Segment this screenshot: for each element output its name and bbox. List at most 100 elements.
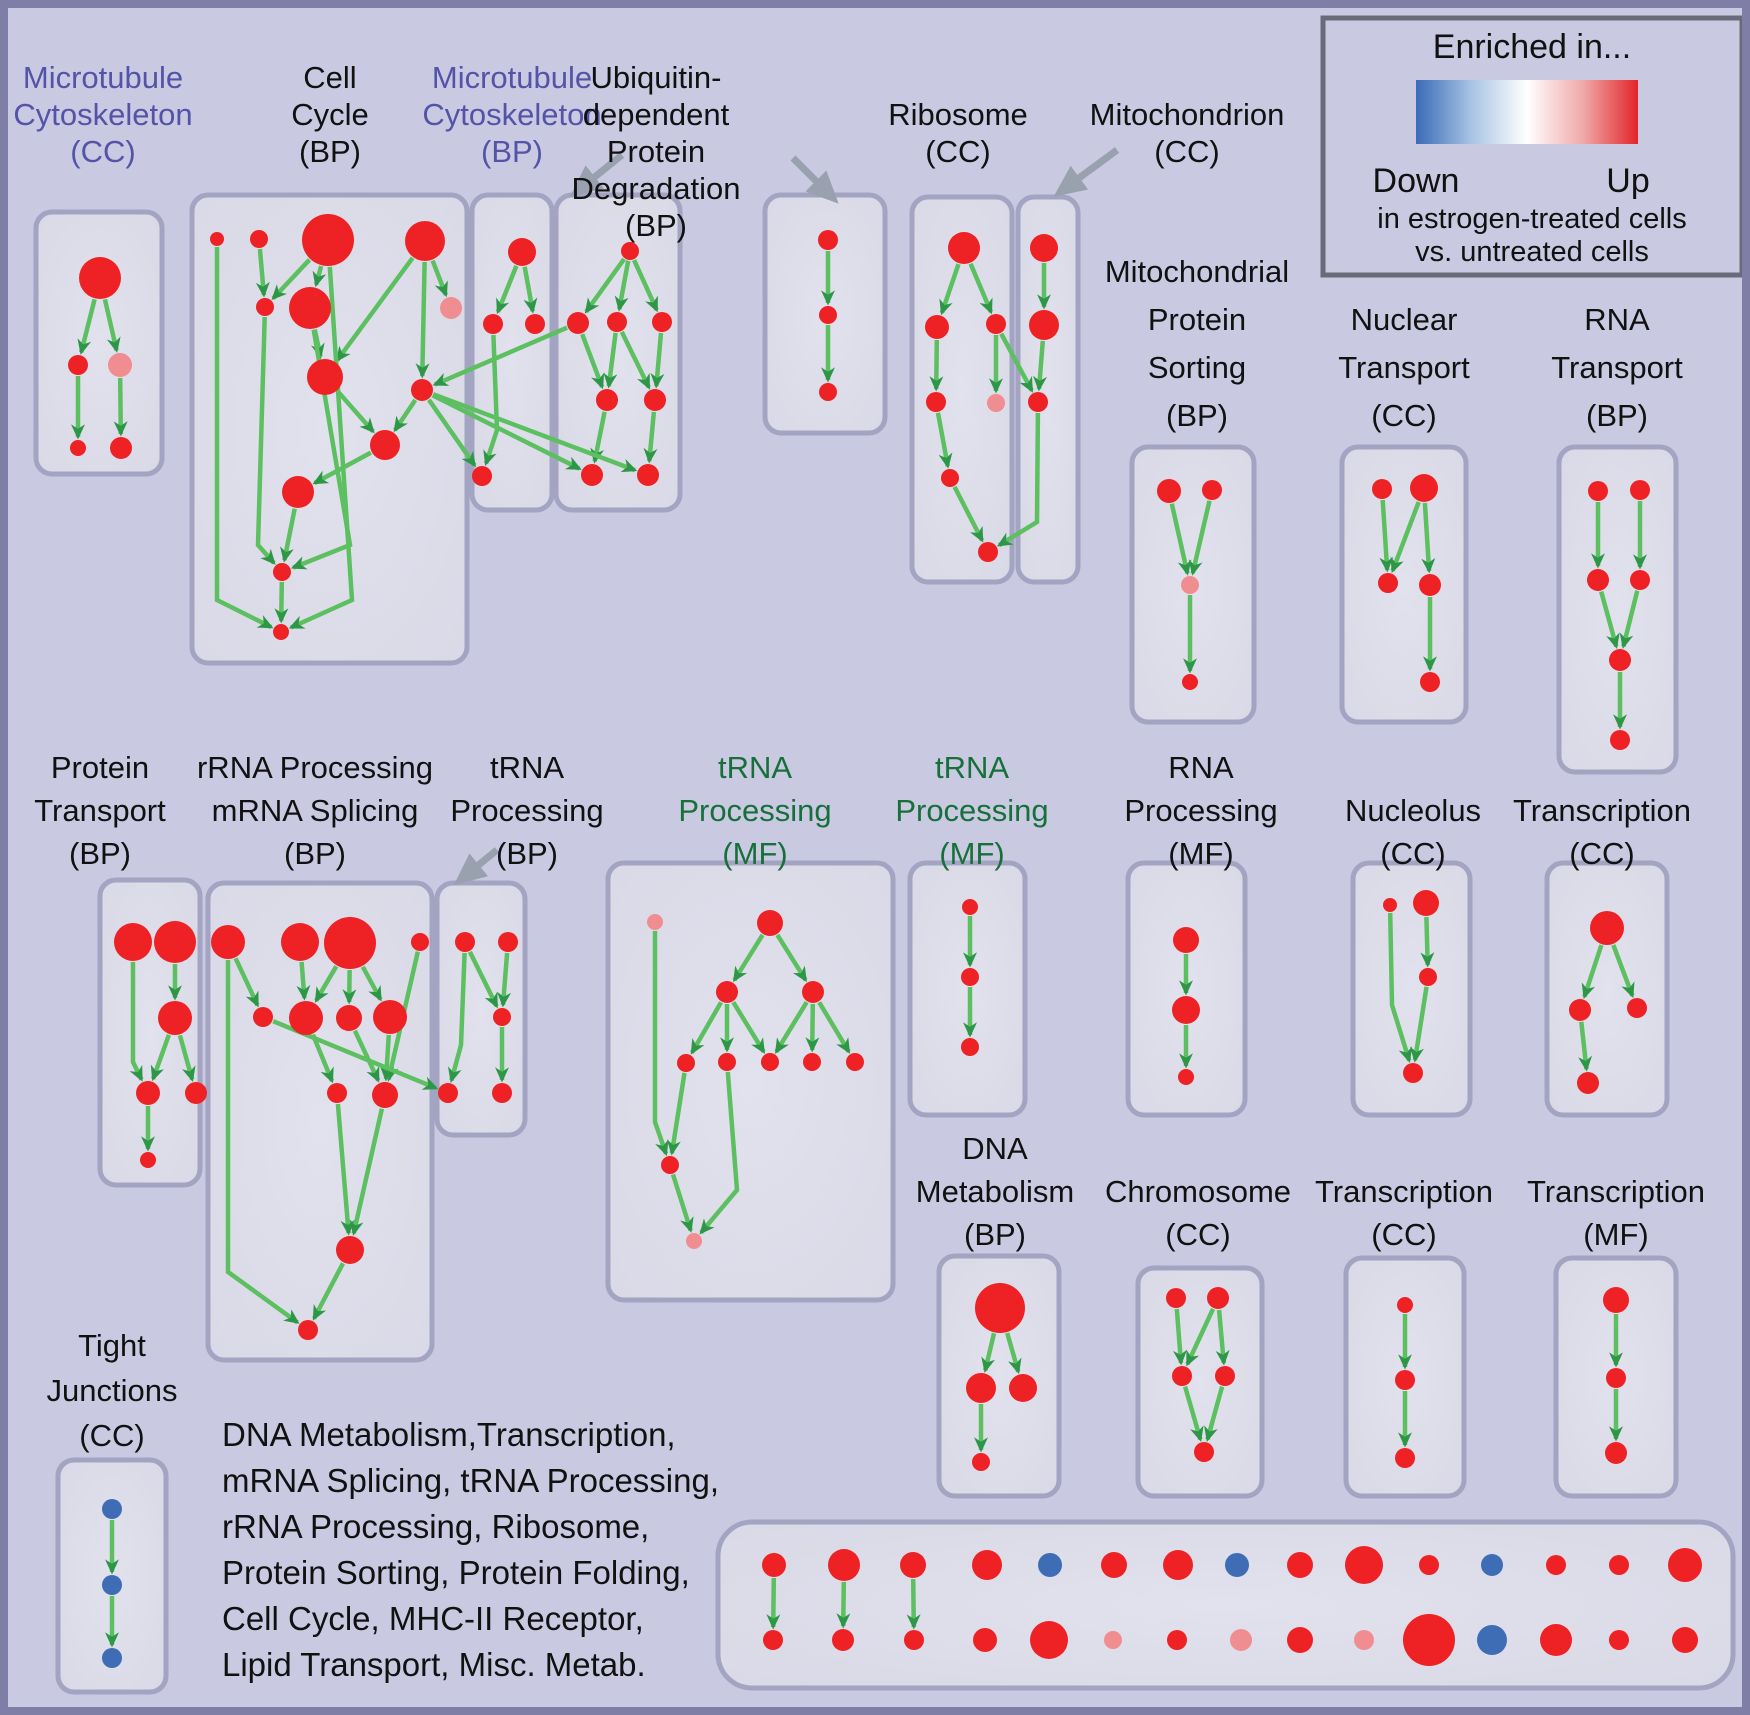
edge-ubiquitin-1 — [584, 257, 626, 314]
edge-rna-transport — [1619, 590, 1640, 649]
go-term-node — [828, 1549, 860, 1581]
go-term-node — [925, 315, 949, 339]
group-label-trna-mf-1: (MF) — [722, 836, 787, 871]
legend-box — [1320, 15, 1745, 278]
group-label-mitochondrion: (CC) — [1154, 134, 1219, 169]
edge-rrna-mrna — [335, 1103, 355, 1236]
edge-mito-protein-sorting — [1169, 503, 1192, 576]
edge-trna-mf-1 — [805, 1003, 820, 1053]
legend-subtitle-2: vs. untreated cells — [1415, 236, 1649, 268]
go-term-node — [256, 298, 274, 316]
group-label-mito-protein-sorting: Sorting — [1148, 350, 1246, 385]
go-term-node — [273, 563, 291, 581]
go-term-node — [607, 312, 627, 332]
group-label-ribosome: (CC) — [925, 134, 990, 169]
cross-edge — [431, 393, 582, 471]
go-term-node — [567, 312, 589, 334]
edge-ubiquitin-1 — [632, 259, 659, 313]
group-label-dna-metabolism: DNA — [962, 1131, 1028, 1166]
group-label-transcription-mf: Transcription — [1527, 1174, 1705, 1209]
go-term-node — [289, 1001, 323, 1035]
group-label-mito-protein-sorting: Protein — [1148, 302, 1246, 337]
go-term-node — [961, 968, 979, 986]
group-label-ubiquitin-1: Protein — [607, 134, 705, 169]
group-label-microtubule-cc: Microtubule — [23, 60, 183, 95]
go-term-node — [498, 932, 518, 952]
go-term-node — [1668, 1548, 1702, 1582]
go-term-node — [716, 981, 738, 1003]
group-label-cell-cycle: Cycle — [291, 97, 369, 132]
edge-cell-cycle — [280, 508, 297, 563]
edge-ribosome — [939, 263, 961, 316]
edge-trna-bp — [497, 952, 511, 1008]
go-term-node — [1178, 1069, 1194, 1085]
edge-ubiquitin-1 — [619, 330, 651, 390]
go-term-node — [647, 914, 663, 930]
edge-cell-cycle — [255, 316, 276, 565]
go-term-node — [661, 1156, 679, 1174]
group-box-rna-transport — [1556, 444, 1679, 775]
go-term-node — [978, 542, 998, 562]
group-label-protein-transport: Protein — [51, 750, 149, 785]
group-label-mitochondrion: Mitochondrion — [1090, 97, 1285, 132]
go-term-node — [1606, 1368, 1626, 1388]
group-label-microtubule-cc: (CC) — [70, 134, 135, 169]
misc-category-list-line: Lipid Transport, Misc. Metab. — [222, 1646, 646, 1683]
edge-rna-transport — [1599, 591, 1620, 649]
edge-ribosome — [968, 262, 994, 315]
go-term-node — [652, 312, 672, 332]
go-term-node — [302, 214, 354, 266]
group-label-dna-metabolism: Metabolism — [916, 1174, 1075, 1209]
go-term-node — [79, 257, 121, 299]
group-label-rna-processing-mf: RNA — [1168, 750, 1234, 785]
go-term-node — [336, 1236, 364, 1264]
edge-dna-metabolism — [1005, 1332, 1022, 1375]
edge-ribosome — [929, 339, 944, 392]
edge-rrna-mrna — [312, 1262, 345, 1321]
go-term-node — [644, 389, 666, 411]
edge-chromosome — [1185, 1307, 1216, 1367]
group-label-transcription-mf: (MF) — [1583, 1217, 1648, 1252]
go-term-node — [185, 1082, 207, 1104]
go-term-node — [289, 287, 331, 329]
go-term-node — [1101, 1552, 1127, 1578]
go-term-node — [525, 314, 545, 334]
edge-trna-bp — [467, 950, 499, 1009]
go-term-node — [1163, 1550, 1193, 1580]
go-term-node — [140, 1152, 156, 1168]
go-term-node — [1395, 1370, 1415, 1390]
go-term-node — [273, 624, 289, 640]
go-term-node — [819, 383, 837, 401]
group-label-transcription-cc-row3: (CC) — [1371, 1217, 1436, 1252]
misc-category-list-line: rRNA Processing, Ribosome, — [222, 1508, 649, 1545]
go-term-node — [1609, 1630, 1629, 1650]
misc-category-list-line: Cell Cycle, MHC-II Receptor, — [222, 1600, 644, 1637]
group-label-chromosome: (CC) — [1165, 1217, 1230, 1252]
cross-edge — [432, 392, 638, 473]
edge-transcription-cc-row2 — [1581, 944, 1604, 1000]
go-term-node — [253, 1007, 273, 1027]
group-label-ribosome: Ribosome — [888, 97, 1028, 132]
go-term-node — [1419, 968, 1437, 986]
go-term-node — [1383, 898, 1397, 912]
edge-cell-cycle — [274, 581, 289, 624]
go-term-node — [900, 1552, 926, 1578]
edge-trna-mf-1 — [775, 933, 808, 983]
go-term-node — [372, 1082, 398, 1108]
legend-gradient-bar — [1416, 80, 1638, 144]
go-term-node — [70, 440, 86, 456]
go-term-node — [1587, 569, 1609, 591]
edge-trna-mf-1 — [732, 933, 765, 983]
go-term-node — [802, 981, 824, 1003]
legend-subtitle-1: in estrogen-treated cells — [1377, 203, 1687, 235]
go-term-node — [492, 1083, 512, 1103]
go-term-node — [438, 1083, 458, 1103]
go-term-node — [136, 1081, 160, 1105]
go-term-node — [1610, 730, 1630, 750]
edge-trna-bp — [447, 952, 467, 1083]
go-term-node — [761, 1053, 779, 1071]
go-term-node — [1569, 999, 1591, 1021]
group-label-tight-junctions: (CC) — [79, 1418, 144, 1453]
go-term-node — [1410, 474, 1438, 502]
